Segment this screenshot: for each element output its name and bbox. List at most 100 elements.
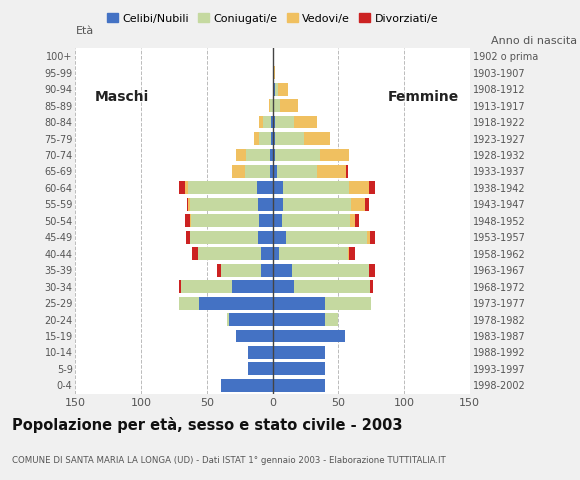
Bar <box>258 198 273 211</box>
Legend: Celibi/Nubili, Coniugati/e, Vedovi/e, Divorziati/e: Celibi/Nubili, Coniugati/e, Vedovi/e, Di… <box>103 9 443 28</box>
Bar <box>188 181 257 194</box>
Bar <box>282 215 350 227</box>
Bar <box>254 132 259 145</box>
Bar <box>180 280 232 293</box>
Bar <box>270 99 273 112</box>
Bar <box>273 346 325 359</box>
Bar <box>356 215 360 227</box>
Bar <box>273 148 275 161</box>
Bar <box>325 297 371 310</box>
Bar <box>257 181 273 194</box>
Bar <box>222 264 261 276</box>
Bar <box>273 280 293 293</box>
Bar <box>188 198 190 211</box>
Bar <box>293 116 317 129</box>
Bar <box>273 313 325 326</box>
Bar <box>261 264 273 276</box>
Bar <box>370 280 372 293</box>
Bar <box>273 330 345 342</box>
Bar <box>248 362 273 375</box>
Text: COMUNE DI SANTA MARIA LA LONGA (UD) - Dati ISTAT 1° gennaio 2003 - Elaborazione : COMUNE DI SANTA MARIA LA LONGA (UD) - Da… <box>12 456 445 465</box>
Bar <box>273 231 286 244</box>
Bar <box>218 264 222 276</box>
Bar <box>191 215 259 227</box>
Text: Maschi: Maschi <box>95 90 148 104</box>
Bar <box>286 231 367 244</box>
Bar <box>229 313 273 326</box>
Bar <box>273 297 325 310</box>
Bar <box>273 181 283 194</box>
Bar <box>236 330 273 342</box>
Bar <box>273 165 277 178</box>
Bar <box>190 198 258 211</box>
Bar <box>273 99 274 112</box>
Bar <box>270 148 273 161</box>
Text: Anno di nascita: Anno di nascita <box>491 36 577 46</box>
Bar <box>273 132 275 145</box>
Bar <box>273 215 282 227</box>
Bar <box>365 198 368 211</box>
Bar <box>293 280 370 293</box>
Bar <box>271 132 273 145</box>
Bar <box>325 313 338 326</box>
Bar <box>347 247 349 260</box>
Bar <box>198 247 261 260</box>
Bar <box>283 198 351 211</box>
Bar <box>317 165 346 178</box>
Bar <box>370 231 375 244</box>
Bar <box>179 297 199 310</box>
Bar <box>304 132 331 145</box>
Bar <box>320 148 349 161</box>
Bar <box>273 362 325 375</box>
Bar <box>236 148 246 161</box>
Bar <box>351 198 365 211</box>
Bar <box>276 83 278 96</box>
Bar <box>346 165 347 178</box>
Bar <box>273 379 325 392</box>
Bar <box>258 231 273 244</box>
Bar <box>276 116 293 129</box>
Bar <box>271 116 273 129</box>
Text: Popolazione per età, sesso e stato civile - 2003: Popolazione per età, sesso e stato civil… <box>12 417 402 433</box>
Bar <box>179 181 184 194</box>
Bar <box>259 132 271 145</box>
Bar <box>246 148 270 161</box>
Bar <box>263 116 271 129</box>
Bar <box>232 165 245 178</box>
Bar <box>276 132 304 145</box>
Bar <box>261 247 273 260</box>
Bar <box>259 116 263 129</box>
Bar <box>273 198 283 211</box>
Bar <box>184 215 190 227</box>
Bar <box>350 215 356 227</box>
Bar <box>281 99 298 112</box>
Bar <box>368 181 375 194</box>
Bar <box>222 379 273 392</box>
Bar <box>273 66 275 79</box>
Bar <box>283 181 349 194</box>
Text: Età: Età <box>75 26 93 36</box>
Bar <box>273 83 275 96</box>
Bar <box>184 181 188 194</box>
Bar <box>274 99 281 112</box>
Bar <box>279 247 347 260</box>
Bar <box>269 99 270 112</box>
Bar <box>349 181 368 194</box>
Bar <box>193 247 198 260</box>
Bar <box>273 116 275 129</box>
Bar <box>270 165 273 178</box>
Bar <box>292 264 368 276</box>
Bar <box>349 247 356 260</box>
Bar <box>190 231 258 244</box>
Bar <box>368 264 375 276</box>
Bar <box>199 297 273 310</box>
Bar <box>190 215 191 227</box>
Bar <box>179 280 180 293</box>
Bar <box>278 83 288 96</box>
Bar <box>273 264 292 276</box>
Bar <box>273 247 279 260</box>
Bar <box>367 231 370 244</box>
Bar <box>186 231 190 244</box>
Bar <box>227 313 229 326</box>
Bar <box>259 215 273 227</box>
